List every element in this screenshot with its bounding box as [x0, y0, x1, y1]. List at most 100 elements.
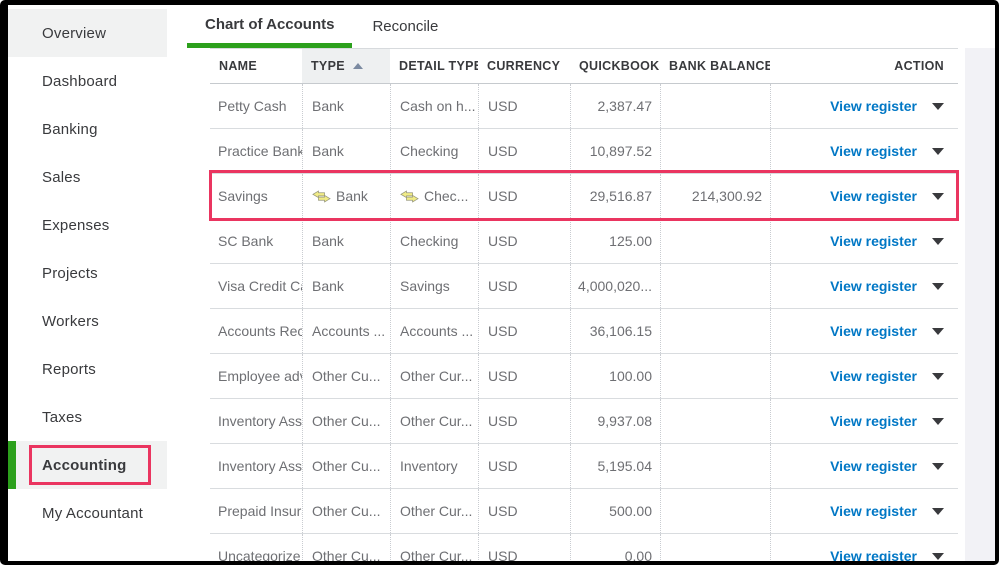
page-tabs: Chart of Accounts Reconcile	[180, 5, 995, 48]
table-row[interactable]: Inventory Ass Other Cu...	[210, 399, 958, 444]
view-register-link[interactable]: View register	[830, 278, 917, 294]
column-header-label: CURRENCY	[487, 59, 561, 73]
quickbooks-app-window: Overview Dashboard Banking Sales	[8, 5, 995, 561]
view-register-link[interactable]: View register	[830, 458, 917, 474]
dropdown-caret-icon[interactable]	[932, 282, 944, 290]
cell-type: Accounts ...	[302, 309, 390, 353]
column-header-type[interactable]: TYPE	[302, 49, 390, 83]
view-register-link[interactable]: View register	[830, 548, 917, 561]
swap-arrows-icon	[400, 189, 419, 203]
cell-name: Prepaid Insura	[218, 503, 302, 519]
dropdown-caret-icon[interactable]	[932, 102, 944, 110]
cell-detail-type: Checking	[390, 129, 478, 173]
tab-reconcile[interactable]: Reconcile	[352, 5, 458, 48]
view-register-link[interactable]: View register	[830, 233, 917, 249]
cell-action: View register	[770, 129, 958, 173]
column-header-bank-balance[interactable]: BANK BALANCE	[660, 49, 770, 83]
swap-arrows-icon	[312, 189, 331, 203]
cell-type: Bank	[302, 129, 390, 173]
view-register-link[interactable]: View register	[830, 503, 917, 519]
dropdown-caret-icon[interactable]	[932, 552, 944, 560]
table-row[interactable]: Inventory Ass Other Cu...	[210, 444, 958, 489]
view-register-link[interactable]: View register	[830, 323, 917, 339]
dropdown-caret-icon[interactable]	[932, 462, 944, 470]
sidebar-item-dashboard[interactable]: Dashboard	[8, 57, 167, 105]
column-header-currency[interactable]: CURRENCY	[478, 49, 570, 83]
table-row[interactable]: Accounts Rec Accounts ...	[210, 309, 958, 354]
sidebar-item-sales[interactable]: Sales	[8, 153, 167, 201]
column-header-label: DETAIL TYPE	[399, 59, 478, 73]
cell-action: View register	[770, 354, 958, 398]
sidebar-item-accounting[interactable]: Accounting	[8, 441, 167, 489]
cell-name: Visa Credit Ca	[218, 278, 302, 294]
cell-bank-balance	[660, 354, 770, 398]
active-accent-bar	[8, 441, 16, 489]
view-register-link[interactable]: View register	[830, 143, 917, 159]
view-register-link[interactable]: View register	[830, 413, 917, 429]
cell-bank-balance	[660, 399, 770, 443]
dropdown-caret-icon[interactable]	[932, 372, 944, 380]
sidebar-item-workers[interactable]: Workers	[8, 297, 167, 345]
column-header-detail-type[interactable]: DETAIL TYPE	[390, 49, 478, 83]
table-row[interactable]: Uncategorize Other Cu...	[210, 534, 958, 561]
dropdown-caret-icon[interactable]	[932, 507, 944, 515]
dropdown-caret-icon[interactable]	[932, 192, 944, 200]
cell-action: View register	[770, 444, 958, 488]
column-header-name[interactable]: NAME	[210, 49, 302, 83]
table-row[interactable]: Employee adv Other Cu...	[210, 354, 958, 399]
cell-bank-balance	[660, 129, 770, 173]
cell-type: Bank	[302, 174, 390, 218]
dropdown-caret-icon[interactable]	[932, 147, 944, 155]
cell-quickbooks-balance: 5,195.04	[570, 444, 660, 488]
cell-type: Other Cu...	[302, 354, 390, 398]
table-row[interactable]: Visa Credit Ca Bank	[210, 264, 958, 309]
cell-name: SC Bank	[218, 233, 274, 249]
sidebar-item-projects[interactable]: Projects	[8, 249, 167, 297]
cell-detail-type: Other Cur...	[390, 354, 478, 398]
tab-label: Reconcile	[372, 18, 439, 35]
cell-currency: USD	[478, 354, 570, 398]
column-header-quickbooks-balance[interactable]: QUICKBOOKS	[570, 49, 660, 83]
sidebar-item-taxes[interactable]: Taxes	[8, 393, 167, 441]
tab-chart-of-accounts[interactable]: Chart of Accounts	[187, 5, 353, 48]
view-register-link[interactable]: View register	[830, 98, 917, 114]
view-register-link[interactable]: View register	[830, 188, 917, 204]
sidebar-item-label: Banking	[42, 120, 98, 138]
sort-ascending-icon	[352, 63, 363, 69]
cell-currency: USD	[478, 219, 570, 263]
table-row[interactable]: Practice Bank Bank	[210, 129, 958, 174]
cell-quickbooks-balance: 36,106.15	[570, 309, 660, 353]
cell-bank-balance	[660, 219, 770, 263]
cell-quickbooks-balance: 125.00	[570, 219, 660, 263]
cell-detail-type: Chec...	[390, 174, 478, 218]
sidebar-item-banking[interactable]: Banking	[8, 105, 167, 153]
sidebar-item-label: Sales	[42, 168, 81, 186]
table-row[interactable]: Savings Bank	[209, 170, 959, 221]
cell-detail-type: Savings	[390, 264, 478, 308]
dropdown-caret-icon[interactable]	[932, 417, 944, 425]
view-register-link[interactable]: View register	[830, 368, 917, 384]
table-row[interactable]: Prepaid Insura Other Cu...	[210, 489, 958, 534]
sidebar-item-label: Taxes	[42, 408, 83, 426]
cell-bank-balance	[660, 489, 770, 533]
cell-type: Other Cu...	[302, 534, 390, 561]
cell-quickbooks-balance: 100.00	[570, 354, 660, 398]
sidebar-item-my-accountant[interactable]: My Accountant	[8, 489, 167, 537]
sidebar-item-label: Expenses	[42, 216, 110, 234]
dropdown-caret-icon[interactable]	[932, 237, 944, 245]
column-header-label: ACTION	[894, 59, 944, 73]
sidebar-item-reports[interactable]: Reports	[8, 345, 167, 393]
column-header-action[interactable]: ACTION	[770, 49, 958, 83]
sidebar-item-label: Projects	[42, 264, 98, 282]
dropdown-caret-icon[interactable]	[932, 327, 944, 335]
sidebar-item-expenses[interactable]: Expenses	[8, 201, 167, 249]
table-row[interactable]: SC Bank Bank	[210, 219, 958, 264]
cell-action: View register	[770, 219, 958, 263]
scrollbar-track[interactable]	[965, 48, 995, 561]
cell-bank-balance: 214,300.92	[660, 174, 770, 218]
cell-detail-type: Cash on h...	[390, 84, 478, 128]
table-row[interactable]: Petty Cash Bank	[210, 84, 958, 129]
sidebar-item-overview[interactable]: Overview	[8, 9, 167, 57]
cell-name: Petty Cash	[218, 98, 287, 114]
